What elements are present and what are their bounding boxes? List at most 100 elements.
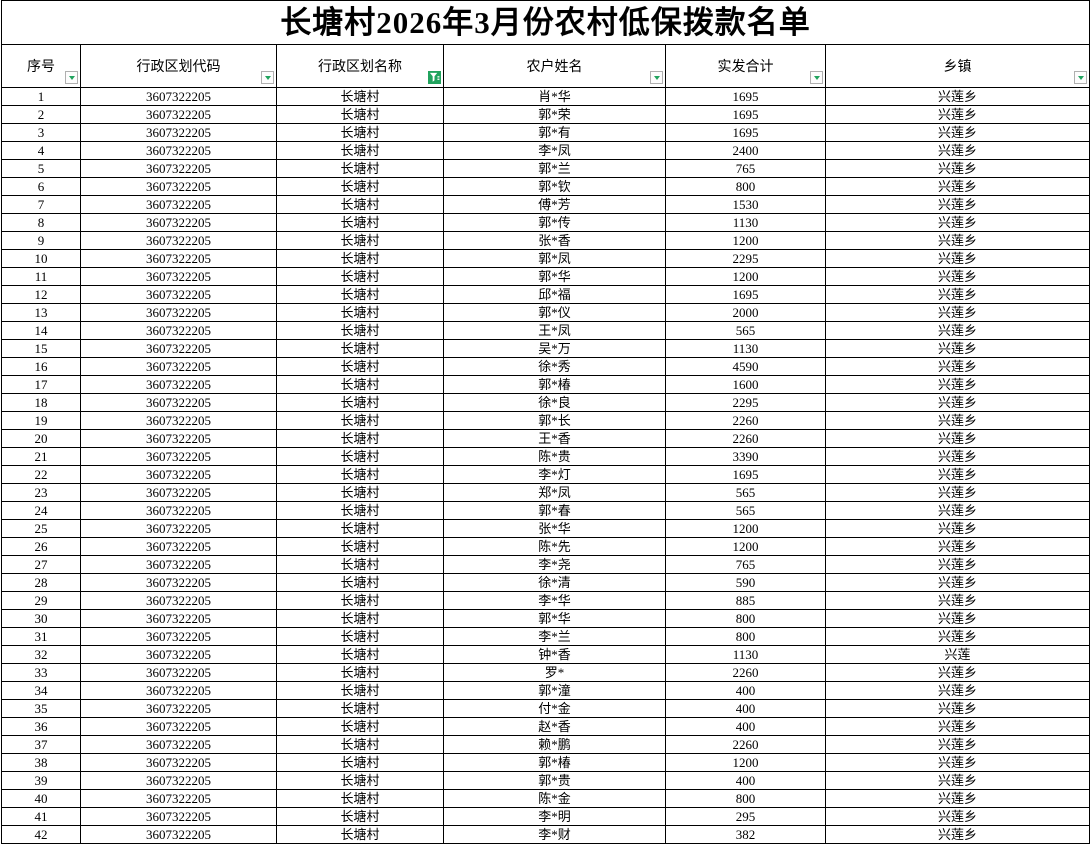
cell-seq[interactable]: 36 bbox=[2, 718, 81, 736]
cell-seq[interactable]: 1 bbox=[2, 88, 81, 106]
cell-amount[interactable]: 1695 bbox=[666, 88, 826, 106]
cell-region[interactable]: 长塘村 bbox=[277, 430, 444, 448]
cell-seq[interactable]: 20 bbox=[2, 430, 81, 448]
cell-code[interactable]: 3607322205 bbox=[81, 214, 277, 232]
cell-code[interactable]: 3607322205 bbox=[81, 826, 277, 844]
cell-amount[interactable]: 1200 bbox=[666, 754, 826, 772]
cell-name[interactable]: 徐*良 bbox=[444, 394, 666, 412]
cell-amount[interactable]: 400 bbox=[666, 700, 826, 718]
cell-region[interactable]: 长塘村 bbox=[277, 772, 444, 790]
cell-region[interactable]: 长塘村 bbox=[277, 106, 444, 124]
cell-seq[interactable]: 13 bbox=[2, 304, 81, 322]
cell-code[interactable]: 3607322205 bbox=[81, 430, 277, 448]
cell-region[interactable]: 长塘村 bbox=[277, 502, 444, 520]
cell-code[interactable]: 3607322205 bbox=[81, 106, 277, 124]
cell-region[interactable]: 长塘村 bbox=[277, 808, 444, 826]
cell-seq[interactable]: 30 bbox=[2, 610, 81, 628]
cell-region[interactable]: 长塘村 bbox=[277, 484, 444, 502]
cell-name[interactable]: 郭*钦 bbox=[444, 178, 666, 196]
cell-seq[interactable]: 35 bbox=[2, 700, 81, 718]
cell-township[interactable]: 兴莲乡 bbox=[826, 502, 1089, 520]
cell-name[interactable]: 郭*仪 bbox=[444, 304, 666, 322]
cell-name[interactable]: 郭*兰 bbox=[444, 160, 666, 178]
cell-name[interactable]: 傅*芳 bbox=[444, 196, 666, 214]
filter-dropdown-icon[interactable] bbox=[65, 71, 78, 84]
cell-township[interactable]: 兴莲乡 bbox=[826, 340, 1089, 358]
cell-region[interactable]: 长塘村 bbox=[277, 700, 444, 718]
cell-amount[interactable]: 1695 bbox=[666, 106, 826, 124]
cell-code[interactable]: 3607322205 bbox=[81, 196, 277, 214]
cell-name[interactable]: 赵*香 bbox=[444, 718, 666, 736]
cell-township[interactable]: 兴莲乡 bbox=[826, 466, 1089, 484]
cell-region[interactable]: 长塘村 bbox=[277, 376, 444, 394]
cell-name[interactable]: 李*凤 bbox=[444, 142, 666, 160]
cell-name[interactable]: 陈*先 bbox=[444, 538, 666, 556]
cell-seq[interactable]: 37 bbox=[2, 736, 81, 754]
cell-amount[interactable]: 1695 bbox=[666, 466, 826, 484]
cell-amount[interactable]: 1695 bbox=[666, 124, 826, 142]
cell-township[interactable]: 兴莲乡 bbox=[826, 358, 1089, 376]
cell-amount[interactable]: 1200 bbox=[666, 520, 826, 538]
cell-amount[interactable]: 400 bbox=[666, 718, 826, 736]
cell-region[interactable]: 长塘村 bbox=[277, 250, 444, 268]
filter-dropdown-icon[interactable] bbox=[810, 71, 823, 84]
cell-township[interactable]: 兴莲乡 bbox=[826, 592, 1089, 610]
cell-name[interactable]: 徐*清 bbox=[444, 574, 666, 592]
cell-name[interactable]: 邱*福 bbox=[444, 286, 666, 304]
cell-region[interactable]: 长塘村 bbox=[277, 394, 444, 412]
cell-region[interactable]: 长塘村 bbox=[277, 610, 444, 628]
cell-name[interactable]: 郭*凤 bbox=[444, 250, 666, 268]
cell-region[interactable]: 长塘村 bbox=[277, 358, 444, 376]
cell-code[interactable]: 3607322205 bbox=[81, 682, 277, 700]
cell-township[interactable]: 兴莲 bbox=[826, 646, 1089, 664]
cell-region[interactable]: 长塘村 bbox=[277, 754, 444, 772]
cell-amount[interactable]: 885 bbox=[666, 592, 826, 610]
cell-amount[interactable]: 1130 bbox=[666, 340, 826, 358]
cell-amount[interactable]: 295 bbox=[666, 808, 826, 826]
cell-township[interactable]: 兴莲乡 bbox=[826, 376, 1089, 394]
cell-township[interactable]: 兴莲乡 bbox=[826, 520, 1089, 538]
cell-township[interactable]: 兴莲乡 bbox=[826, 538, 1089, 556]
cell-code[interactable]: 3607322205 bbox=[81, 178, 277, 196]
cell-township[interactable]: 兴莲乡 bbox=[826, 736, 1089, 754]
cell-name[interactable]: 郭*贵 bbox=[444, 772, 666, 790]
cell-township[interactable]: 兴莲乡 bbox=[826, 160, 1089, 178]
cell-amount[interactable]: 2260 bbox=[666, 664, 826, 682]
filter-dropdown-icon[interactable] bbox=[1074, 71, 1087, 84]
cell-township[interactable]: 兴莲乡 bbox=[826, 286, 1089, 304]
cell-township[interactable]: 兴莲乡 bbox=[826, 628, 1089, 646]
cell-township[interactable]: 兴莲乡 bbox=[826, 610, 1089, 628]
cell-township[interactable]: 兴莲乡 bbox=[826, 448, 1089, 466]
cell-name[interactable]: 肖*华 bbox=[444, 88, 666, 106]
cell-township[interactable]: 兴莲乡 bbox=[826, 178, 1089, 196]
cell-amount[interactable]: 800 bbox=[666, 790, 826, 808]
cell-region[interactable]: 长塘村 bbox=[277, 466, 444, 484]
cell-name[interactable]: 陈*金 bbox=[444, 790, 666, 808]
cell-name[interactable]: 赖*鹏 bbox=[444, 736, 666, 754]
cell-amount[interactable]: 765 bbox=[666, 556, 826, 574]
cell-code[interactable]: 3607322205 bbox=[81, 736, 277, 754]
cell-amount[interactable]: 565 bbox=[666, 484, 826, 502]
cell-amount[interactable]: 800 bbox=[666, 610, 826, 628]
cell-name[interactable]: 郭*荣 bbox=[444, 106, 666, 124]
cell-seq[interactable]: 16 bbox=[2, 358, 81, 376]
cell-region[interactable]: 长塘村 bbox=[277, 88, 444, 106]
cell-code[interactable]: 3607322205 bbox=[81, 142, 277, 160]
cell-township[interactable]: 兴莲乡 bbox=[826, 700, 1089, 718]
cell-seq[interactable]: 19 bbox=[2, 412, 81, 430]
cell-code[interactable]: 3607322205 bbox=[81, 754, 277, 772]
cell-code[interactable]: 3607322205 bbox=[81, 304, 277, 322]
cell-township[interactable]: 兴莲乡 bbox=[826, 214, 1089, 232]
cell-township[interactable]: 兴莲乡 bbox=[826, 556, 1089, 574]
cell-region[interactable]: 长塘村 bbox=[277, 664, 444, 682]
cell-township[interactable]: 兴莲乡 bbox=[826, 412, 1089, 430]
cell-amount[interactable]: 2000 bbox=[666, 304, 826, 322]
cell-amount[interactable]: 4590 bbox=[666, 358, 826, 376]
cell-code[interactable]: 3607322205 bbox=[81, 322, 277, 340]
cell-code[interactable]: 3607322205 bbox=[81, 628, 277, 646]
cell-name[interactable]: 徐*秀 bbox=[444, 358, 666, 376]
cell-amount[interactable]: 800 bbox=[666, 178, 826, 196]
cell-code[interactable]: 3607322205 bbox=[81, 160, 277, 178]
column-header-seq[interactable]: 序号 bbox=[2, 45, 81, 88]
cell-code[interactable]: 3607322205 bbox=[81, 358, 277, 376]
